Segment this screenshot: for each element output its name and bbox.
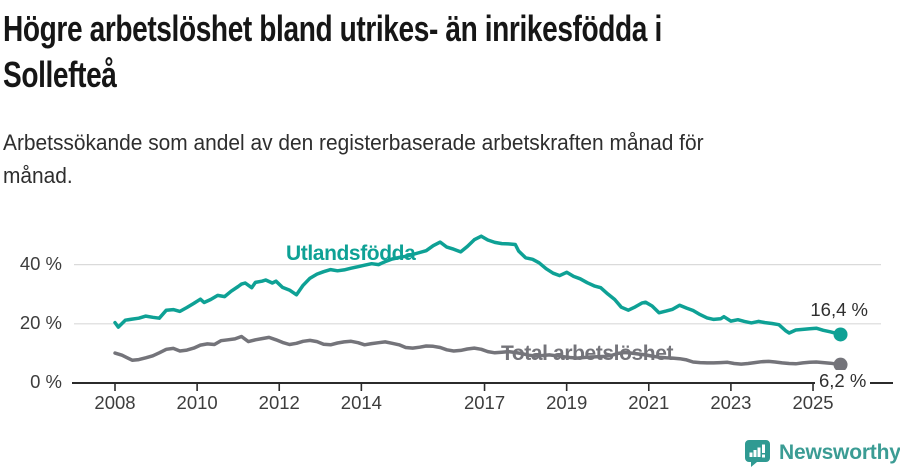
chart-subtitle: Arbetssökande som andel av den registerb… [3, 126, 858, 192]
subtitle-line-1: Arbetssökande som andel av den registerb… [3, 130, 704, 155]
brand-name: Newsworthy [779, 441, 900, 464]
x-tick-label: 2021 [628, 392, 670, 413]
x-tick-label: 2014 [340, 392, 382, 413]
subtitle-line-2: månad. [3, 163, 73, 188]
end-value-label-total: 6,2 % [815, 370, 871, 392]
page-title: Högre arbetslöshet bland utrikes- än inr… [3, 6, 900, 98]
y-tick-label: 40 % [19, 252, 62, 274]
y-tick-label: 20 % [19, 311, 62, 333]
x-tick-label: 2019 [546, 392, 588, 413]
newsworthy-logo-icon [745, 440, 770, 467]
brand-footer: Newsworthy [744, 439, 900, 467]
x-tick-label: 2010 [176, 392, 218, 413]
series-line [113, 234, 843, 337]
title-line-2: Sollefteå [3, 54, 117, 95]
x-tick-label: 2008 [94, 392, 136, 413]
y-tick-label: 0 % [30, 371, 62, 392]
title-line-1: Högre arbetslöshet bland utrikes- än inr… [3, 8, 662, 49]
x-tick-label: 2023 [710, 392, 752, 413]
end-value-label-utlandsfodda: 16,4 % [810, 299, 868, 320]
end-point-dot [833, 357, 848, 372]
series-label-total-arbetsloshet: Total arbetslöshet [501, 342, 674, 365]
end-point-dot [833, 327, 848, 342]
x-tick-label: 2012 [258, 392, 300, 413]
series-line [113, 334, 843, 367]
x-tick-label: 2017 [463, 392, 506, 413]
series-label-utlandsfodda: Utlandsfödda [286, 242, 416, 265]
x-tick-label: 2025 [792, 392, 834, 413]
